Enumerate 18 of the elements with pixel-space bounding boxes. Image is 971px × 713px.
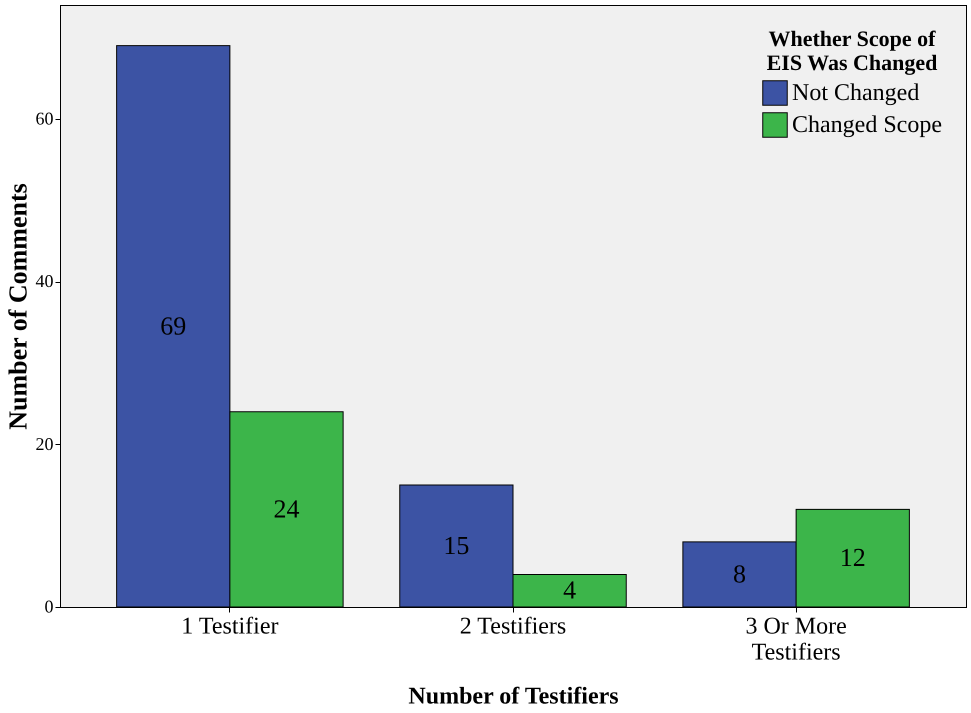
x-tick-label: 1 Testifier: [181, 614, 278, 640]
data-label: 4: [563, 576, 576, 605]
y-tick-label: 40: [36, 271, 54, 292]
x-tick-label: 2 Testifiers: [460, 614, 566, 640]
x-axis-title: Number of Testifiers: [408, 684, 619, 710]
data-label: 8: [733, 559, 746, 588]
legend-label: Changed Scope: [792, 112, 942, 138]
legend-title: Whether Scope of EIS Was Changed: [766, 26, 938, 75]
y-axis-title: Number of Comments: [4, 183, 32, 430]
data-label: 12: [840, 543, 866, 572]
y-tick-label: 0: [44, 596, 54, 616]
data-label: 24: [274, 494, 300, 524]
y-tick-label: 60: [36, 108, 54, 128]
y-tick-label: 20: [36, 434, 54, 454]
legend-label: Not Changed: [792, 80, 920, 106]
data-label: 15: [443, 530, 470, 560]
data-label: 69: [160, 311, 186, 340]
x-tick-label: 3 Or More Testifiers: [745, 614, 847, 666]
